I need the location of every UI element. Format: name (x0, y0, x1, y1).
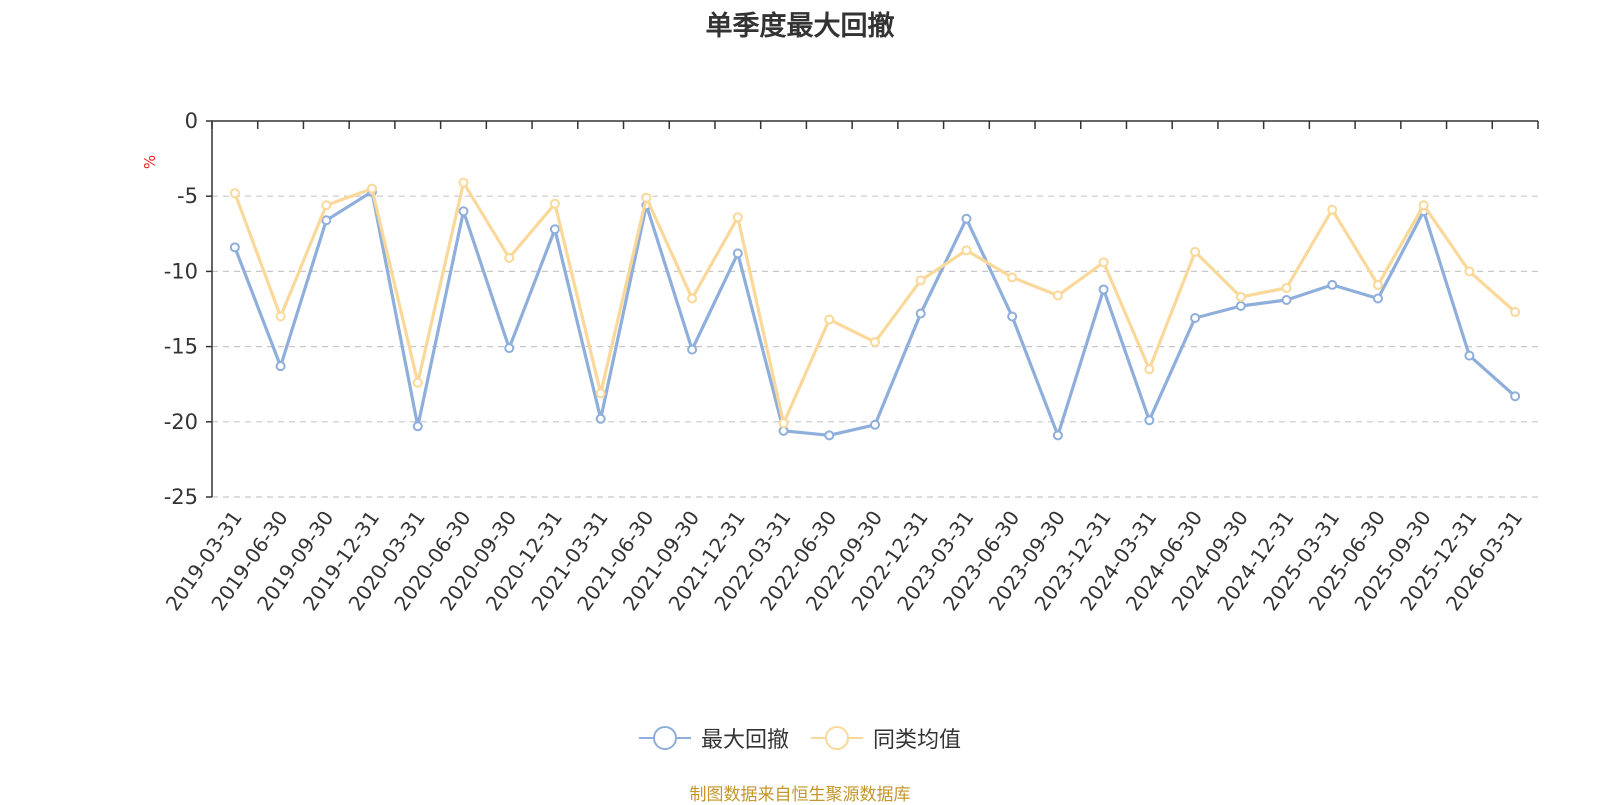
data-point (549, 198, 560, 209)
data-point (1372, 293, 1383, 304)
data-point (870, 337, 880, 348)
y-tick-label: -5 (177, 184, 198, 208)
legend-marker-icon (638, 723, 691, 753)
legend-item-max-drawdown[interactable]: 最大回撤 (638, 722, 789, 754)
data-point (1327, 204, 1338, 215)
x-tick-labels: 2019-03-312019-06-302019-09-302019-12-31… (161, 506, 1528, 615)
data-point (1098, 284, 1109, 295)
data-point (1510, 391, 1521, 402)
data-point (915, 275, 926, 286)
source-note: 制图数据来自恒生聚源数据库 (689, 785, 911, 805)
data-point (1464, 266, 1475, 277)
data-point (687, 293, 698, 304)
data-point (1007, 311, 1018, 322)
data-point (504, 343, 515, 354)
data-point (641, 192, 652, 203)
axes (206, 120, 1539, 498)
data-point (1372, 279, 1383, 290)
data-point (824, 430, 835, 441)
data-point (549, 224, 560, 235)
chart-title: 单季度最大回撤 (705, 11, 895, 42)
data-point (687, 344, 698, 355)
data-point (458, 206, 469, 217)
series-0 (229, 186, 1521, 441)
data-point (1007, 272, 1018, 283)
data-point (1418, 200, 1429, 211)
legend-label: 最大回撤 (700, 728, 789, 753)
data-point (504, 252, 515, 263)
data-point (870, 419, 880, 430)
data-point (229, 242, 240, 253)
data-point (321, 215, 332, 226)
data-point (1052, 290, 1063, 301)
data-point (1510, 307, 1521, 318)
data-point (595, 388, 606, 399)
data-point (275, 361, 286, 372)
y-tick-label: 0 (185, 109, 198, 133)
data-point (412, 421, 423, 432)
data-point (1327, 279, 1338, 290)
y-tick-label: -10 (164, 259, 198, 283)
data-point (1144, 415, 1155, 426)
data-point (595, 413, 606, 424)
data-point (1281, 294, 1292, 305)
y-tick-label: -25 (164, 485, 198, 509)
data-point (458, 177, 469, 188)
data-point (778, 418, 789, 429)
y-tick-labels: 0 -5 -10 -15 -20 -25 (164, 109, 198, 509)
series-1 (229, 177, 1521, 429)
data-point (915, 308, 926, 319)
data-point (275, 311, 286, 322)
data-point (1464, 350, 1475, 361)
y-tick-label: -15 (164, 335, 198, 359)
data-point (1190, 246, 1201, 257)
y-axis-label: % (141, 155, 159, 169)
legend-label: 同类均值 (873, 728, 962, 753)
legend-item-peer-average[interactable]: 同类均值 (811, 722, 961, 754)
data-point (824, 314, 835, 325)
data-point (412, 377, 423, 388)
data-point (961, 213, 972, 224)
data-point (732, 212, 743, 223)
y-tick-label: -20 (164, 410, 198, 434)
data-point (367, 183, 378, 194)
data-point (961, 245, 972, 256)
data-point (1144, 364, 1155, 375)
data-point (1281, 282, 1292, 293)
data-point (1190, 313, 1201, 324)
data-point (1235, 300, 1246, 311)
legend: 最大回撤 同类均值 (0, 722, 1600, 754)
series-lines (229, 177, 1521, 441)
data-point (732, 248, 743, 259)
data-point (229, 188, 240, 199)
data-point (1235, 291, 1246, 302)
data-point (1098, 257, 1109, 268)
legend-marker-icon (811, 723, 863, 753)
data-point (1052, 430, 1063, 441)
data-point (321, 200, 332, 211)
